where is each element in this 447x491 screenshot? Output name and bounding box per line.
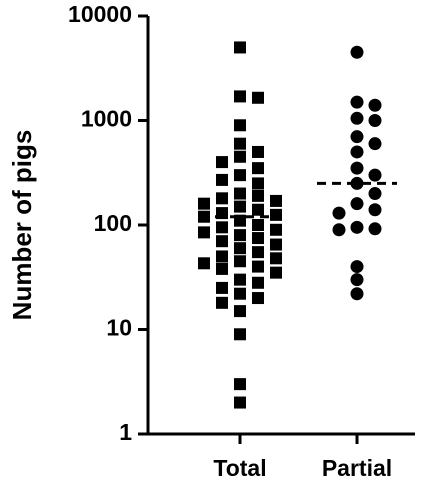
point bbox=[332, 223, 346, 237]
point bbox=[252, 145, 264, 158]
point bbox=[350, 176, 364, 190]
point bbox=[368, 203, 382, 217]
point bbox=[216, 296, 228, 309]
point bbox=[368, 222, 382, 236]
point bbox=[350, 130, 364, 144]
point bbox=[252, 246, 264, 259]
point bbox=[350, 260, 364, 274]
point bbox=[270, 194, 282, 207]
point bbox=[234, 396, 246, 409]
point bbox=[216, 221, 228, 234]
point bbox=[198, 197, 210, 210]
point bbox=[270, 266, 282, 279]
point bbox=[216, 192, 228, 205]
point bbox=[216, 173, 228, 186]
point bbox=[234, 41, 246, 54]
point bbox=[198, 257, 210, 270]
point bbox=[234, 137, 246, 150]
point bbox=[350, 273, 364, 287]
y-tick-label: 1 bbox=[119, 419, 132, 445]
point bbox=[234, 378, 246, 391]
point bbox=[350, 161, 364, 175]
point bbox=[234, 328, 246, 341]
point bbox=[216, 250, 228, 263]
point bbox=[252, 232, 264, 245]
point bbox=[368, 114, 382, 127]
point bbox=[234, 169, 246, 182]
point bbox=[350, 95, 364, 109]
point bbox=[270, 223, 282, 236]
point bbox=[234, 242, 246, 255]
point bbox=[234, 187, 246, 200]
y-tick-label: 100 bbox=[94, 210, 132, 236]
point bbox=[234, 305, 246, 318]
point bbox=[252, 292, 264, 305]
point bbox=[234, 119, 246, 132]
point bbox=[368, 98, 382, 112]
point bbox=[368, 168, 382, 182]
point bbox=[350, 287, 364, 301]
point bbox=[252, 203, 264, 216]
point bbox=[350, 220, 364, 234]
point bbox=[216, 235, 228, 248]
point bbox=[234, 287, 246, 300]
x-tick-label: Partial bbox=[322, 455, 392, 481]
point bbox=[252, 189, 264, 202]
point bbox=[252, 219, 264, 231]
point bbox=[270, 208, 282, 221]
point bbox=[252, 162, 264, 175]
point bbox=[350, 145, 364, 159]
point bbox=[216, 156, 228, 169]
point bbox=[216, 262, 228, 275]
y-tick-label: 1000 bbox=[81, 106, 132, 132]
point bbox=[234, 273, 246, 286]
x-tick-label: Total bbox=[213, 455, 266, 481]
point bbox=[252, 276, 264, 289]
y-tick-label: 10000 bbox=[68, 1, 132, 27]
point bbox=[368, 137, 382, 151]
y-tick-label: 10 bbox=[106, 315, 132, 341]
point bbox=[332, 206, 346, 220]
point bbox=[234, 229, 246, 242]
point bbox=[368, 187, 382, 201]
point bbox=[234, 90, 246, 103]
point bbox=[216, 281, 228, 294]
point bbox=[234, 150, 246, 163]
y-axis-title: Number of pigs bbox=[7, 130, 37, 321]
point bbox=[350, 197, 364, 211]
point bbox=[252, 260, 264, 273]
point bbox=[252, 91, 264, 104]
point bbox=[270, 238, 282, 251]
point bbox=[270, 252, 282, 265]
point bbox=[234, 200, 246, 213]
point bbox=[234, 255, 246, 268]
point bbox=[350, 111, 364, 125]
point bbox=[198, 226, 210, 239]
point bbox=[252, 177, 264, 190]
point bbox=[350, 45, 364, 59]
